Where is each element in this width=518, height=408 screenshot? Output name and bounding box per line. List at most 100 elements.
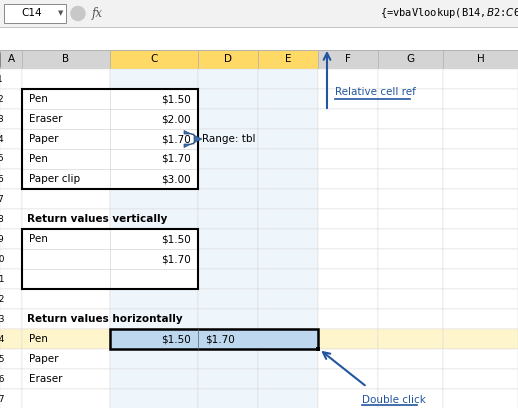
Text: Return values horizontally: Return values horizontally (27, 314, 183, 324)
Bar (258, 129, 318, 149)
Bar (443, 89, 518, 109)
Bar (198, 89, 258, 109)
Text: Pen: Pen (29, 154, 48, 164)
Text: 5: 5 (0, 155, 3, 164)
Bar (258, 349, 318, 369)
Text: F: F (345, 55, 351, 64)
Text: 3: 3 (0, 115, 3, 124)
Text: Paper: Paper (29, 134, 59, 144)
Bar (0, 369, 22, 389)
Bar (0, 169, 22, 189)
Bar (198, 209, 258, 229)
Text: Paper: Paper (29, 354, 59, 364)
Bar (318, 329, 378, 349)
Bar (22, 149, 110, 169)
Text: 16: 16 (0, 375, 6, 384)
Bar (443, 369, 518, 389)
Bar (110, 249, 198, 269)
Bar (258, 209, 318, 229)
Bar (22, 109, 110, 129)
Bar (110, 89, 198, 109)
Text: $1.50: $1.50 (161, 234, 191, 244)
Bar (258, 289, 318, 309)
Bar (378, 229, 443, 249)
Text: G: G (407, 55, 414, 64)
Bar (0, 289, 22, 309)
Text: $1.50: $1.50 (161, 94, 191, 104)
Bar (443, 329, 518, 349)
Bar (318, 189, 378, 209)
Bar (0, 229, 22, 249)
Bar (22, 169, 110, 189)
Bar (258, 389, 318, 408)
Bar (443, 169, 518, 189)
Text: $2.00: $2.00 (162, 114, 191, 124)
Text: 8: 8 (0, 215, 3, 224)
Bar (198, 109, 258, 129)
Bar (110, 129, 198, 149)
Bar (378, 249, 443, 269)
Bar (258, 309, 318, 329)
Bar (22, 209, 110, 229)
Bar (258, 109, 318, 129)
Text: $1.70: $1.70 (161, 134, 191, 144)
Bar (0, 209, 22, 229)
Text: $3.00: $3.00 (162, 174, 191, 184)
Bar (378, 169, 443, 189)
Bar (378, 209, 443, 229)
Bar (22, 129, 110, 149)
Bar (443, 209, 518, 229)
Bar (258, 229, 318, 249)
Text: 11: 11 (0, 275, 6, 284)
Bar (22, 289, 110, 309)
Text: B: B (63, 55, 69, 64)
Bar (0, 189, 22, 209)
Text: Relative cell ref: Relative cell ref (335, 87, 416, 97)
Bar (443, 309, 518, 329)
Bar (258, 50, 318, 69)
Bar (378, 69, 443, 89)
Bar (110, 369, 198, 389)
Bar (198, 329, 258, 349)
Bar (110, 329, 318, 349)
Bar (318, 129, 378, 149)
Bar (443, 389, 518, 408)
Bar (198, 389, 258, 408)
Bar (0, 89, 22, 109)
Bar (443, 109, 518, 129)
Text: $1.50: $1.50 (161, 334, 191, 344)
Text: 10: 10 (0, 255, 6, 264)
Text: fx: fx (92, 7, 103, 20)
Text: C: C (150, 55, 157, 64)
Bar (0, 0, 518, 27)
Bar (198, 69, 258, 89)
Bar (258, 189, 318, 209)
Bar (378, 89, 443, 109)
Text: 2: 2 (0, 95, 3, 104)
Bar (198, 229, 258, 249)
Bar (22, 89, 198, 189)
Bar (318, 50, 378, 69)
Bar (110, 229, 198, 249)
Bar (0, 389, 22, 408)
Bar (318, 169, 378, 189)
Text: 12: 12 (0, 295, 6, 304)
Bar (198, 269, 258, 289)
Bar (258, 329, 318, 349)
Bar (22, 269, 110, 289)
Bar (110, 169, 198, 189)
Bar (443, 189, 518, 209)
Bar (110, 149, 198, 169)
Bar (0, 349, 22, 369)
Bar (258, 149, 318, 169)
Bar (110, 69, 198, 89)
Bar (378, 129, 443, 149)
Bar (443, 229, 518, 249)
Bar (22, 89, 110, 109)
Bar (378, 149, 443, 169)
Text: 14: 14 (0, 335, 6, 344)
Bar (258, 369, 318, 389)
Bar (378, 50, 443, 69)
Bar (198, 309, 258, 329)
Bar (22, 389, 110, 408)
